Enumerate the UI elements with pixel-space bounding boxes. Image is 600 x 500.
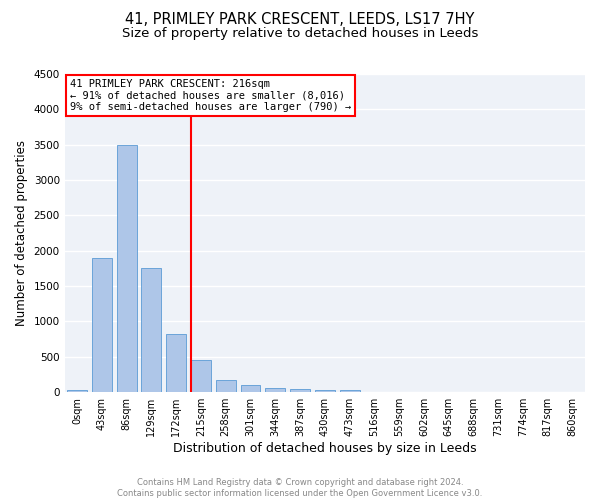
Bar bbox=[67, 390, 87, 392]
Text: Size of property relative to detached houses in Leeds: Size of property relative to detached ho… bbox=[122, 28, 478, 40]
Bar bbox=[290, 390, 310, 392]
Bar bbox=[166, 334, 186, 392]
Bar bbox=[241, 385, 260, 392]
Bar bbox=[142, 268, 161, 392]
Text: 41, PRIMLEY PARK CRESCENT, LEEDS, LS17 7HY: 41, PRIMLEY PARK CRESCENT, LEEDS, LS17 7… bbox=[125, 12, 475, 28]
Y-axis label: Number of detached properties: Number of detached properties bbox=[15, 140, 28, 326]
Bar bbox=[191, 360, 211, 392]
Bar bbox=[315, 390, 335, 392]
X-axis label: Distribution of detached houses by size in Leeds: Distribution of detached houses by size … bbox=[173, 442, 476, 455]
Text: Contains HM Land Registry data © Crown copyright and database right 2024.
Contai: Contains HM Land Registry data © Crown c… bbox=[118, 478, 482, 498]
Bar bbox=[216, 380, 236, 392]
Bar bbox=[92, 258, 112, 392]
Bar bbox=[117, 144, 137, 392]
Bar bbox=[340, 390, 359, 392]
Bar bbox=[265, 388, 285, 392]
Text: 41 PRIMLEY PARK CRESCENT: 216sqm
← 91% of detached houses are smaller (8,016)
9%: 41 PRIMLEY PARK CRESCENT: 216sqm ← 91% o… bbox=[70, 79, 351, 112]
